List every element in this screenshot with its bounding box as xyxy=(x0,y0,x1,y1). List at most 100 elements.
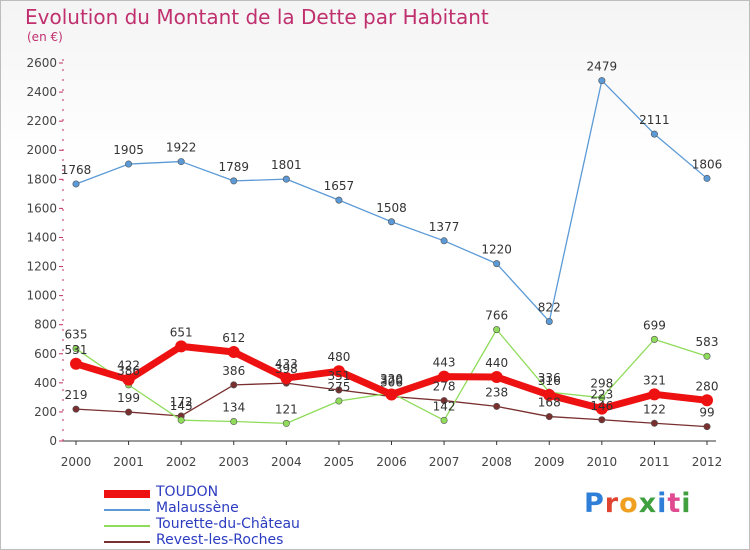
data-label: 320 xyxy=(380,373,403,387)
proxiti-logo: Proxiti xyxy=(584,488,692,519)
legend-swatch xyxy=(104,541,150,543)
data-point xyxy=(230,418,238,426)
x-tick-label: 2004 xyxy=(271,455,302,469)
logo-letter: i xyxy=(681,488,692,519)
x-tick-label: 2009 xyxy=(534,455,565,469)
data-point xyxy=(282,175,290,183)
data-point xyxy=(493,260,501,268)
data-point xyxy=(493,402,501,410)
data-label: 168 xyxy=(538,396,561,410)
legend-label: Revest-les-Roches xyxy=(156,532,284,548)
data-label: 822 xyxy=(538,300,561,314)
data-label: 143 xyxy=(170,399,193,413)
data-label: 122 xyxy=(643,402,666,416)
y-tick-label: 1400 xyxy=(26,230,57,244)
data-point xyxy=(125,408,133,416)
data-label: 223 xyxy=(590,388,613,402)
data-point xyxy=(493,326,501,334)
data-label: 1789 xyxy=(218,160,249,174)
data-point xyxy=(280,372,293,385)
y-tick-label: 1000 xyxy=(26,289,57,303)
data-label: 321 xyxy=(643,373,666,387)
data-point xyxy=(438,370,451,383)
data-label: 1801 xyxy=(271,158,302,172)
data-label: 583 xyxy=(696,335,719,349)
data-label: 1220 xyxy=(481,243,512,257)
legend-item: TOUDON xyxy=(104,484,364,501)
data-point xyxy=(650,335,658,343)
data-label: 2111 xyxy=(639,113,670,127)
data-point xyxy=(703,423,711,431)
data-label: 275 xyxy=(327,380,350,394)
y-tick-label: 2600 xyxy=(26,56,57,70)
x-tick-label: 2001 xyxy=(113,455,144,469)
data-point xyxy=(230,177,238,185)
legend-label: Tourette-du-Château xyxy=(156,516,300,532)
x-tick-label: 2005 xyxy=(324,455,355,469)
x-tick-label: 2006 xyxy=(376,455,407,469)
y-tick-label: 600 xyxy=(34,347,57,361)
data-label: 386 xyxy=(222,364,245,378)
data-label: 351 xyxy=(327,369,350,383)
data-point xyxy=(335,397,343,405)
data-label: 330 xyxy=(380,372,403,386)
data-label: 422 xyxy=(117,359,140,373)
x-tick-label: 2003 xyxy=(218,455,249,469)
data-point xyxy=(125,160,133,168)
data-point xyxy=(230,381,238,389)
x-tick-label: 2012 xyxy=(692,455,723,469)
y-tick-label: 2000 xyxy=(26,143,57,157)
data-label: 480 xyxy=(327,350,350,364)
data-point xyxy=(335,386,343,394)
y-tick-label: 0 xyxy=(49,434,57,448)
data-label: 238 xyxy=(485,385,508,399)
data-label: 336 xyxy=(538,371,561,385)
data-point xyxy=(227,346,240,359)
data-point xyxy=(440,237,448,245)
data-point xyxy=(650,130,658,138)
chart-axes: 0 200 400 600 800 1000 1200 1400 1600 1800 2000 220… xyxy=(26,56,722,469)
data-label: 1657 xyxy=(324,179,355,193)
y-tick-label: 1600 xyxy=(26,201,57,215)
data-labels: 219 199 172 386 398 351 306 278 238 168 146 122 99 63… xyxy=(61,60,723,420)
data-point xyxy=(72,405,80,413)
legend-item: Revest-les-Roches xyxy=(104,532,364,549)
data-point xyxy=(122,373,135,386)
data-point xyxy=(598,77,606,85)
y-tick-label: 1200 xyxy=(26,260,57,274)
logo-letter: P xyxy=(584,488,605,519)
logo-letter: i xyxy=(657,488,668,519)
data-label: 1508 xyxy=(376,201,407,215)
data-label: 386 xyxy=(117,364,140,378)
data-point xyxy=(177,158,185,166)
x-tick-label: 2010 xyxy=(587,455,618,469)
data-point xyxy=(545,317,553,325)
data-point xyxy=(385,388,398,401)
data-point xyxy=(72,180,80,188)
data-point xyxy=(440,416,448,424)
x-tick-label: 2002 xyxy=(166,455,197,469)
data-point xyxy=(598,394,606,402)
data-point xyxy=(545,413,553,421)
data-label: 1905 xyxy=(113,143,144,157)
data-point xyxy=(70,357,82,370)
data-point xyxy=(282,419,290,427)
data-point xyxy=(335,196,343,204)
chart-legend: TOUDON Malaussène Tourette-du-Château Reves… xyxy=(104,484,364,549)
data-label: 146 xyxy=(590,399,613,413)
data-point xyxy=(387,218,395,226)
logo-letter: o xyxy=(619,488,639,519)
y-tick-label: 800 xyxy=(34,318,57,332)
x-tick-label: 2008 xyxy=(481,455,512,469)
logo-letter: x xyxy=(638,488,658,519)
y-tick-label: 200 xyxy=(34,405,57,419)
data-label: 306 xyxy=(380,376,403,390)
data-point xyxy=(440,397,448,405)
y-tick-label: 2200 xyxy=(26,114,57,128)
chart-title: Evolution du Montant de la Dette par Hab… xyxy=(25,5,489,29)
data-point xyxy=(703,174,711,182)
data-label: 433 xyxy=(275,357,298,371)
data-point xyxy=(703,352,711,360)
data-point xyxy=(177,416,185,424)
data-label: 398 xyxy=(275,362,298,376)
